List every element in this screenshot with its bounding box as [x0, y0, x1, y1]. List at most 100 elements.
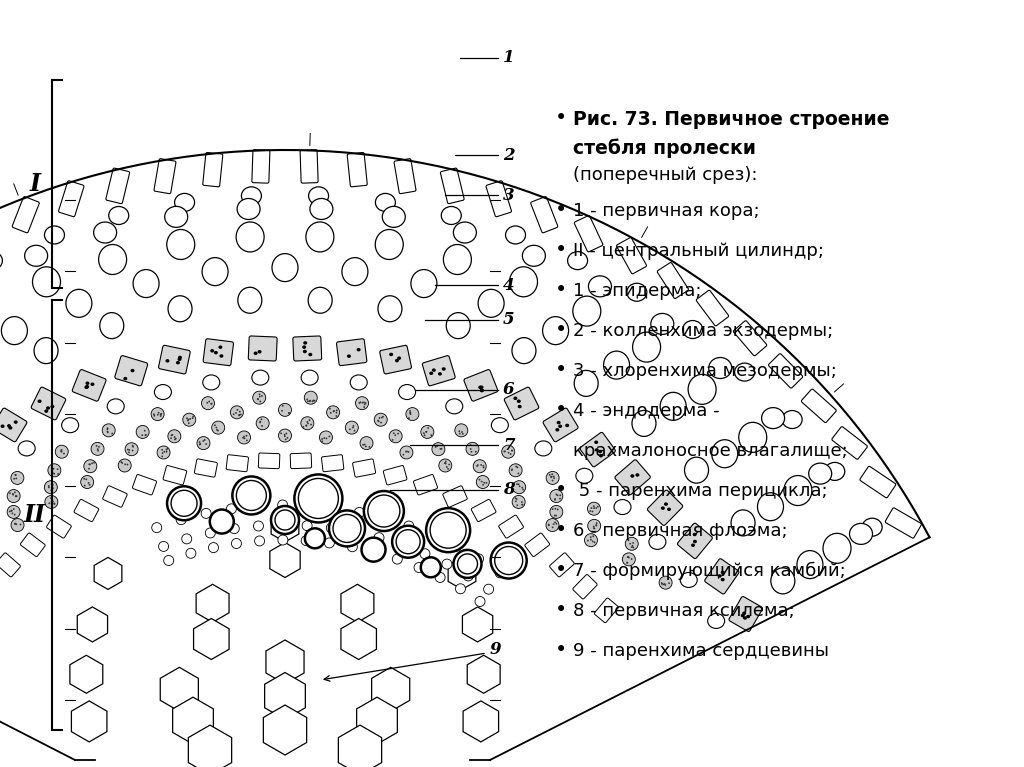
Ellipse shape — [50, 497, 52, 499]
FancyBboxPatch shape — [322, 455, 344, 472]
Ellipse shape — [627, 556, 629, 558]
Ellipse shape — [369, 446, 371, 448]
Ellipse shape — [593, 527, 595, 529]
Ellipse shape — [516, 466, 518, 469]
Ellipse shape — [34, 337, 58, 364]
FancyBboxPatch shape — [12, 196, 39, 233]
FancyBboxPatch shape — [105, 168, 130, 203]
Ellipse shape — [288, 412, 290, 414]
Ellipse shape — [628, 557, 630, 558]
Ellipse shape — [660, 582, 663, 584]
Ellipse shape — [379, 513, 389, 523]
Ellipse shape — [482, 466, 484, 469]
Polygon shape — [338, 725, 382, 767]
Ellipse shape — [199, 441, 201, 443]
Ellipse shape — [313, 400, 315, 402]
Ellipse shape — [215, 426, 217, 429]
Ellipse shape — [244, 437, 246, 439]
Ellipse shape — [329, 503, 339, 513]
Ellipse shape — [243, 436, 245, 437]
Ellipse shape — [361, 402, 364, 403]
Ellipse shape — [519, 486, 520, 487]
Ellipse shape — [504, 451, 505, 453]
Ellipse shape — [11, 518, 24, 532]
Ellipse shape — [478, 289, 504, 318]
Ellipse shape — [627, 562, 628, 564]
Text: •: • — [555, 600, 567, 620]
Ellipse shape — [364, 443, 366, 446]
Ellipse shape — [15, 523, 17, 525]
FancyBboxPatch shape — [380, 345, 412, 374]
Ellipse shape — [782, 410, 802, 429]
Text: 7 - формирующийся камбий;: 7 - формирующийся камбий; — [573, 562, 846, 581]
Ellipse shape — [333, 410, 335, 412]
Ellipse shape — [301, 535, 311, 545]
Ellipse shape — [308, 187, 329, 205]
Ellipse shape — [25, 245, 48, 266]
Ellipse shape — [435, 446, 436, 448]
Text: 2 - колленхима экзодермы;: 2 - колленхима экзодермы; — [573, 322, 834, 340]
Ellipse shape — [275, 510, 295, 530]
Ellipse shape — [436, 445, 438, 447]
Ellipse shape — [48, 502, 50, 504]
Ellipse shape — [455, 424, 468, 437]
Ellipse shape — [595, 507, 597, 509]
Ellipse shape — [473, 459, 486, 472]
Ellipse shape — [322, 440, 324, 443]
FancyBboxPatch shape — [802, 389, 837, 423]
Ellipse shape — [46, 407, 50, 410]
Ellipse shape — [176, 361, 180, 364]
FancyBboxPatch shape — [300, 150, 318, 183]
Ellipse shape — [470, 448, 472, 450]
Ellipse shape — [482, 465, 484, 467]
Ellipse shape — [308, 420, 310, 421]
Ellipse shape — [203, 375, 220, 390]
Ellipse shape — [440, 448, 442, 449]
Ellipse shape — [302, 345, 306, 349]
FancyBboxPatch shape — [486, 181, 511, 217]
FancyBboxPatch shape — [464, 370, 498, 401]
Ellipse shape — [278, 500, 288, 510]
Ellipse shape — [370, 547, 380, 557]
FancyBboxPatch shape — [614, 459, 650, 495]
Ellipse shape — [312, 400, 314, 401]
Ellipse shape — [480, 388, 484, 392]
Ellipse shape — [458, 554, 477, 574]
Ellipse shape — [199, 443, 201, 446]
Ellipse shape — [512, 495, 525, 509]
Ellipse shape — [475, 597, 485, 607]
Ellipse shape — [509, 464, 522, 477]
FancyBboxPatch shape — [440, 168, 464, 203]
Ellipse shape — [593, 507, 595, 509]
Ellipse shape — [14, 492, 15, 493]
Ellipse shape — [516, 498, 518, 500]
Ellipse shape — [257, 399, 259, 400]
Ellipse shape — [204, 439, 206, 441]
Polygon shape — [271, 510, 299, 542]
Ellipse shape — [410, 412, 412, 414]
Ellipse shape — [410, 410, 411, 412]
Ellipse shape — [382, 416, 384, 418]
Ellipse shape — [758, 492, 783, 521]
Ellipse shape — [511, 469, 513, 470]
Ellipse shape — [797, 551, 823, 578]
Ellipse shape — [350, 527, 360, 537]
Ellipse shape — [631, 546, 633, 548]
Polygon shape — [266, 640, 304, 684]
Ellipse shape — [157, 446, 170, 459]
Ellipse shape — [97, 449, 99, 452]
Ellipse shape — [242, 187, 261, 205]
Polygon shape — [94, 558, 122, 589]
Ellipse shape — [522, 489, 524, 490]
Ellipse shape — [389, 430, 402, 443]
Ellipse shape — [427, 427, 429, 429]
Ellipse shape — [403, 521, 414, 531]
Ellipse shape — [258, 350, 261, 354]
FancyBboxPatch shape — [258, 453, 280, 469]
Ellipse shape — [376, 193, 395, 212]
Text: 9 - паренхима сердцевины: 9 - паренхима сердцевины — [573, 642, 829, 660]
FancyBboxPatch shape — [729, 597, 763, 631]
Text: 3: 3 — [503, 186, 515, 203]
Ellipse shape — [240, 413, 242, 416]
Ellipse shape — [171, 434, 172, 436]
